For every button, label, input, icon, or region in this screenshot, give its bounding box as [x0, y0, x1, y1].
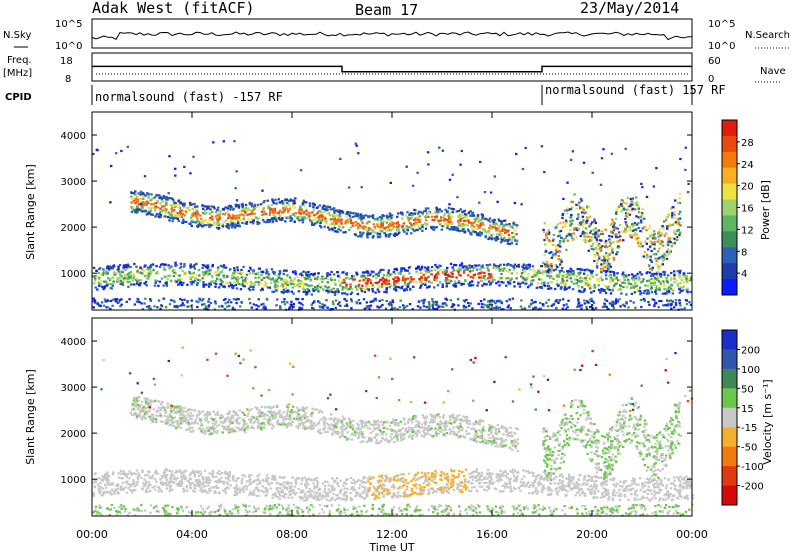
freq-tick-bottom: 8	[65, 74, 71, 85]
power-data	[92, 140, 693, 311]
noise-left-label: N.Sky	[3, 30, 31, 41]
power-colorbar-swatch	[722, 120, 737, 137]
noise-left-tick-bottom: 10^0	[55, 41, 82, 52]
power-colorbar-tick-label: 24	[741, 160, 754, 171]
power-colorbar-swatch	[722, 199, 737, 216]
power-colorbar-swatch	[722, 183, 737, 200]
velocity-colorbar-label: Velocity [m s⁻¹]	[761, 379, 774, 464]
velocity-colorbar-swatch	[722, 330, 737, 350]
velocity-y-tick-label: 2000	[61, 429, 86, 440]
power-y-tick-label: 2000	[61, 223, 86, 234]
station-title: Adak West (fitACF)	[92, 0, 255, 17]
velocity-colorbar-swatch	[722, 427, 737, 448]
nave-label: Nave	[760, 66, 786, 77]
velocity-y-tick-label: 4000	[61, 337, 86, 348]
velocity-y-tick-label: 3000	[61, 383, 86, 394]
power-colorbar: 4 8 12 16 20 24 28	[721, 119, 754, 296]
noise-right-label: N.Search	[745, 30, 790, 41]
freq-label: Freq.	[7, 55, 32, 66]
velocity-colorbar-tick-label: 15	[741, 404, 754, 415]
velocity-y-tick-label: 1000	[61, 475, 86, 486]
velocity-colorbar-tick-label: 50	[741, 384, 754, 395]
cpid-panel: CPID normalsound (fast) -157 RF normalso…	[5, 83, 726, 105]
power-y-tick-label: 4000	[61, 131, 86, 142]
velocity-ylabel: Slant Range [km]	[24, 369, 37, 465]
freq-tick-top: 18	[60, 56, 73, 67]
velocity-colorbar-tick-label: -50	[741, 443, 757, 454]
power-colorbar-tick-label: 16	[741, 204, 754, 215]
velocity-colorbar-tick-label: -200	[741, 482, 764, 493]
power-colorbar-swatch	[722, 215, 737, 232]
velocity-colorbar-swatch	[722, 349, 737, 370]
cpid-label: CPID	[5, 92, 32, 103]
power-y-tick-label: 1000	[61, 269, 86, 280]
cpid-segment-2: normalsound (fast) 157 RF	[545, 83, 726, 97]
power-ylabel: Slant Range [km]	[24, 164, 37, 260]
freq-unit: [MHz]	[3, 68, 32, 79]
x-tick-label: 04:00	[176, 528, 208, 541]
noise-sky-line	[91, 31, 693, 41]
power-colorbar-tick-label: 4	[741, 269, 747, 280]
power-panel: 1000 2000 3000 4000 Slant Range [km] 4 8 12 16…	[24, 111, 772, 311]
power-colorbar-tick-label: 28	[741, 138, 754, 149]
velocity-colorbar-swatch	[722, 368, 737, 389]
freq-panel: Freq. [MHz] 18 8 60 0 Nave	[3, 52, 786, 85]
power-colorbar-swatch	[722, 151, 737, 169]
velocity-colorbar-tick-label: -100	[741, 462, 764, 473]
date-title: 23/May/2014	[580, 0, 679, 17]
power-colorbar-swatch	[722, 167, 737, 185]
power-colorbar-swatch	[722, 135, 737, 153]
power-colorbar-swatch	[722, 247, 737, 264]
x-tick-label: 20:00	[576, 528, 608, 541]
power-colorbar-swatch	[722, 231, 737, 248]
x-tick-label: 00:00	[676, 528, 708, 541]
power-colorbar-swatch	[722, 279, 737, 296]
x-tick-label: 12:00	[376, 528, 408, 541]
velocity-colorbar-swatch	[722, 407, 737, 428]
power-colorbar-swatch	[722, 263, 737, 280]
nave-tick-top: 60	[708, 56, 721, 67]
power-y-tick-label: 3000	[61, 177, 86, 188]
power-colorbar-tick-label: 12	[741, 225, 754, 236]
power-colorbar-label: Power [dB]	[759, 180, 772, 240]
noise-left-tick-top: 10^5	[55, 19, 82, 30]
velocity-colorbar-swatch	[722, 466, 737, 486]
power-colorbar-tick-label: 20	[741, 182, 754, 193]
velocity-panel: 1000 2000 3000 4000 Slant Range [km] 200 100…	[24, 317, 774, 517]
velocity-colorbar-swatch	[722, 388, 737, 409]
velocity-colorbar-tick-label: 100	[741, 365, 760, 376]
x-tick-label: 00:00	[76, 528, 108, 541]
velocity-colorbar-tick-label: 200	[741, 345, 760, 356]
cpid-segment-1: normalsound (fast) -157 RF	[95, 90, 283, 104]
nave-tick-bottom: 0	[708, 74, 714, 85]
velocity-data	[92, 346, 695, 517]
x-axis-label: Time UT	[368, 541, 414, 554]
x-tick-label: 08:00	[276, 528, 308, 541]
noise-right-tick-bottom: 10^0	[708, 41, 735, 52]
velocity-colorbar-tick-label: -15	[741, 423, 757, 434]
beam-title: Beam 17	[355, 1, 418, 19]
time-axis: 00:00 04:00 08:00 12:00 16:00 20:00 00:00	[76, 112, 708, 541]
power-colorbar-tick-label: 8	[741, 247, 747, 258]
freq-line	[92, 65, 692, 73]
velocity-colorbar: 200 100 50 15 -15 -50 -100 -200	[721, 329, 764, 506]
noise-panel: N.Sky 10^5 10^0 10^5 10^0 N.Search	[3, 18, 790, 52]
noise-right-tick-top: 10^5	[708, 19, 735, 30]
velocity-colorbar-swatch	[722, 485, 737, 506]
velocity-colorbar-swatch	[722, 446, 737, 467]
x-tick-label: 16:00	[476, 528, 508, 541]
